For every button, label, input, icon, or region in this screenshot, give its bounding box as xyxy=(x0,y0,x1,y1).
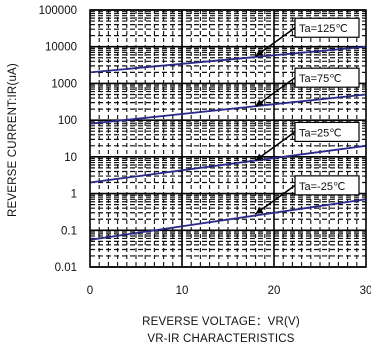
y-tick-label: 1000 xyxy=(51,78,77,90)
x-tick-label: 10 xyxy=(176,285,189,297)
y-tick-label: 100 xyxy=(58,115,77,127)
series-line xyxy=(89,45,367,74)
series-layer xyxy=(89,45,367,241)
y-tick-label: 0.01 xyxy=(55,262,77,274)
leader-line xyxy=(255,77,296,107)
series-label-box xyxy=(294,17,360,38)
y-tick-label: 100000 xyxy=(39,5,77,17)
arrowhead xyxy=(255,99,264,107)
series-label: Ta=-25℃ xyxy=(299,181,345,193)
leader-line xyxy=(255,27,296,57)
y-axis-title: REVERSE CURRENT:IR(uA) xyxy=(7,63,19,217)
series-line xyxy=(89,144,367,184)
series-label-box xyxy=(294,67,360,88)
series-label: Ta=125℃ xyxy=(299,23,348,35)
chart-subtitle: VR-IR CHARACTERISTICS xyxy=(147,333,294,345)
y-tick-label: 1 xyxy=(71,189,77,201)
plot-frame xyxy=(89,9,367,268)
x-tick-label: 20 xyxy=(268,285,281,297)
leader-line xyxy=(255,184,296,215)
y-tick-label: 10 xyxy=(64,152,77,164)
arrowhead xyxy=(255,206,264,214)
series-line xyxy=(89,198,367,241)
x-tick-label: 30 xyxy=(360,285,371,297)
series-label-box xyxy=(294,121,360,143)
axis-layer: 0.01 0.1 1 10 100 1000 10000 100000 0 10 20 30 xyxy=(39,5,371,297)
series-label: Ta=25℃ xyxy=(299,127,342,139)
annotation-layer: Ta=125℃ Ta=75℃ Ta=25℃ Ta=-25℃ xyxy=(255,17,360,215)
series-label: Ta=75℃ xyxy=(299,73,342,85)
x-tick-label: 0 xyxy=(87,285,93,297)
y-tick-label: 10000 xyxy=(45,42,77,54)
arrowhead xyxy=(255,153,264,161)
y-tick-label: 0.1 xyxy=(61,225,77,237)
series-label-box xyxy=(294,175,360,196)
x-axis-title: REVERSE VOLTAGE：VR(V) xyxy=(142,316,300,328)
leader-line xyxy=(255,131,296,162)
arrowhead xyxy=(255,49,264,57)
series-line xyxy=(89,93,367,125)
